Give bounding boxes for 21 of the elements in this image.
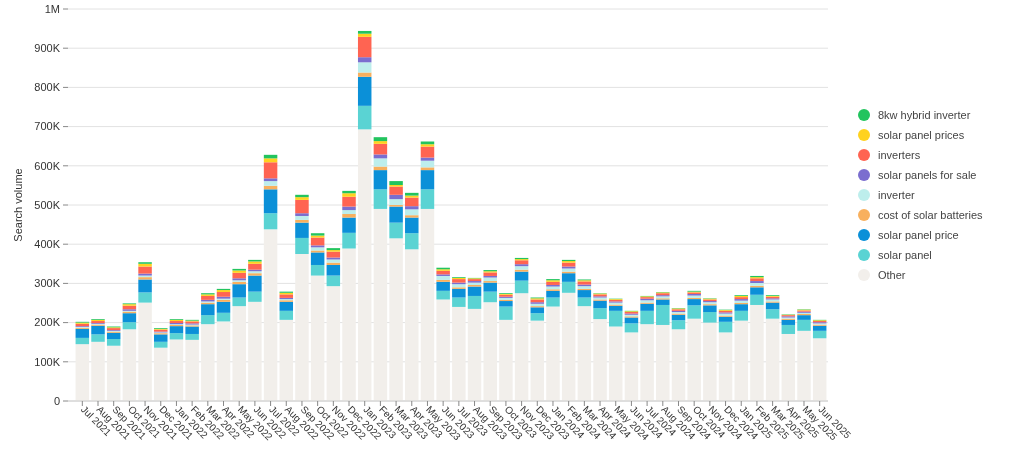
legend-label: Other bbox=[878, 268, 906, 281]
y-tick-label: 800K bbox=[34, 81, 61, 94]
y-tick-label: 1M bbox=[44, 2, 60, 15]
y-tick-label: 500K bbox=[34, 198, 61, 211]
legend-label: 8kw hybrid inverter bbox=[878, 108, 971, 121]
y-tick-label: 700K bbox=[34, 120, 61, 133]
legend-label: solar panel bbox=[878, 248, 932, 261]
y-axis-title: Search volume bbox=[12, 168, 24, 242]
legend-label: solar panel prices bbox=[878, 128, 965, 141]
legend-label: cost of solar batteries bbox=[878, 208, 984, 221]
y-tick-label: 400K bbox=[34, 238, 61, 251]
legend-label: solar panel price bbox=[878, 228, 959, 241]
legend-label: inverter bbox=[878, 188, 916, 201]
y-tick-label: 900K bbox=[34, 42, 61, 55]
y-tick-label: 0 bbox=[53, 394, 60, 407]
legend-label: solar panels for sale bbox=[878, 168, 977, 181]
y-tick-label: 200K bbox=[34, 316, 61, 329]
y-tick-label: 100K bbox=[34, 355, 61, 368]
y-tick-label: 600K bbox=[34, 159, 61, 172]
legend-label: inverters bbox=[878, 148, 921, 161]
y-tick-label: 300K bbox=[34, 277, 61, 290]
